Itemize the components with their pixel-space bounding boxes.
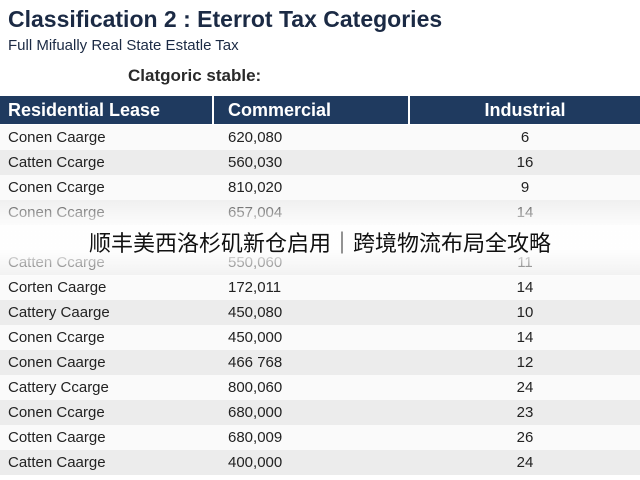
table-cell: 6: [520, 129, 530, 146]
table-cell: 26: [516, 429, 534, 446]
table-cell: Cotten Caarge: [8, 429, 106, 446]
table-row: [0, 400, 640, 425]
table-row: [0, 150, 640, 175]
overlay-band: [0, 200, 640, 280]
table-row: [0, 325, 640, 350]
table-cell: 172,011: [228, 279, 282, 296]
table-cell: Catten Ccarge: [8, 154, 105, 171]
overlay-text: 顺丰美西洛杉矶新仓启用｜跨境物流布局全攻略: [88, 231, 551, 256]
table-cell: Conen Caarge: [8, 354, 106, 371]
table-cell: 12: [516, 354, 534, 371]
table-cell: 560,030: [228, 154, 283, 171]
table-cell: 14: [516, 329, 534, 346]
table-cell: 24: [516, 454, 534, 471]
table-cell: 466 768: [228, 354, 283, 371]
table-cell: Cattery Ccarge: [8, 379, 109, 396]
table-cell: 400,000: [228, 454, 283, 471]
table-row: [0, 175, 640, 200]
table-cell: Corten Caarge: [8, 279, 107, 296]
table-cell: 800,060: [228, 379, 283, 396]
table-cell: Conen Ccarge: [8, 404, 105, 421]
column-header: Industrial: [410, 96, 640, 124]
table-cell: 680,000: [228, 404, 283, 421]
subtitle: Full Mifually Real State Estatle Tax: [8, 37, 239, 54]
table-cell: 810,020: [228, 179, 283, 196]
table-row: [0, 425, 640, 450]
table-cell: 24: [516, 379, 534, 396]
table-cell: 14: [516, 279, 534, 296]
table-cell: 450,080: [228, 304, 283, 321]
table-row: [0, 125, 640, 150]
table-cell: 16: [516, 154, 534, 171]
table-cell: 680,009: [228, 429, 283, 446]
table-cell: 23: [516, 404, 534, 421]
table-cell: Conen Ccarge: [8, 329, 105, 346]
table-cell: 10: [516, 304, 534, 321]
caption: Clatgoric stable:: [128, 66, 262, 85]
table-cell: Conen Ccarge: [8, 179, 105, 196]
table-row: [0, 350, 640, 375]
table-row: [0, 450, 640, 475]
table-cell: 9: [520, 179, 530, 196]
table-cell: 450,000: [228, 329, 283, 346]
title: Classification 2 : Eterrot Tax Categorie…: [8, 6, 443, 32]
table-row: [0, 375, 640, 400]
table-cell: 620,080: [228, 129, 283, 146]
table-cell: Conen Caarge: [8, 129, 106, 146]
table-cell: Catten Caarge: [8, 454, 106, 471]
table-cell: Cattery Caarge: [8, 304, 110, 321]
column-header: Residential Lease: [0, 96, 212, 124]
table-row: [0, 300, 640, 325]
column-header: Commercial: [214, 96, 408, 124]
